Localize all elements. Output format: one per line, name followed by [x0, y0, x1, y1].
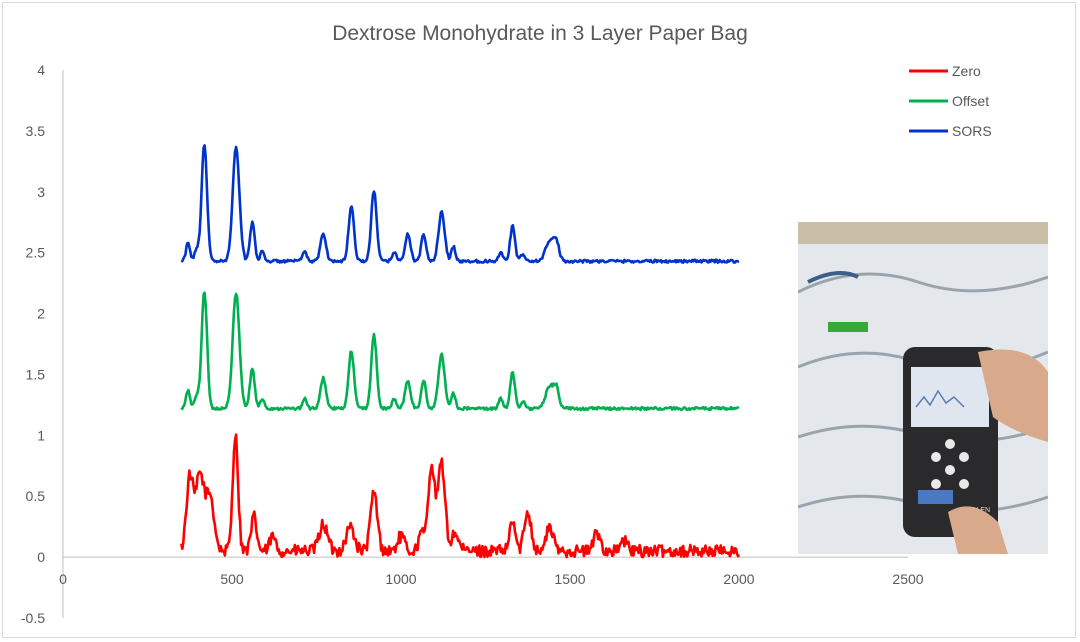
- x-tick-label: 2000: [723, 571, 754, 587]
- device-blue-tag: [918, 490, 953, 504]
- y-tick-label: -0.5: [21, 610, 45, 626]
- y-tick-label: 0.5: [26, 488, 46, 504]
- x-tick-label: 2500: [892, 571, 923, 587]
- x-tick-label: 1500: [554, 571, 585, 587]
- legend: Zero Offset SORS: [909, 63, 992, 139]
- y-tick-label: 1.5: [26, 366, 46, 382]
- series-line-sors: [180, 144, 740, 264]
- legend-label: SORS: [952, 123, 992, 139]
- axes: 4 3.5 3 2.5 2 1.5 1 0.5 0 -0.5 0 500 1000 1500 2000 250…: [21, 62, 924, 626]
- x-tick-label: 0: [59, 571, 67, 587]
- y-tick-label: 3.5: [26, 123, 46, 139]
- chart-title: Dextrose Monohydrate in 3 Layer Paper Ba…: [332, 22, 748, 45]
- hand-top: [978, 349, 1048, 442]
- series-line-zero: [180, 433, 741, 559]
- legend-label: Zero: [952, 63, 981, 79]
- y-tick-label: 1: [37, 427, 45, 443]
- legend-label: Offset: [952, 93, 989, 109]
- device-screen: [911, 367, 989, 427]
- hand-bottom: [948, 506, 1008, 554]
- handheld-device-photo: MALEN: [798, 222, 1048, 554]
- bag-green-label: [828, 322, 868, 332]
- y-tick-label: 4: [37, 62, 45, 78]
- y-tick-label: 0: [37, 549, 45, 565]
- y-tick-label: 2: [37, 306, 45, 322]
- bag-print-logo: [807, 271, 859, 284]
- series-layer: [180, 144, 741, 559]
- y-tick-label: 2.5: [26, 245, 46, 261]
- device-screen-plot: [915, 389, 965, 408]
- x-tick-label: 1000: [385, 571, 416, 587]
- device-keypad: [931, 439, 969, 489]
- x-tick-label: 500: [220, 571, 244, 587]
- y-tick-label: 3: [37, 184, 45, 200]
- series-line-offset: [180, 291, 740, 412]
- device-photo: MALEN: [798, 222, 1048, 554]
